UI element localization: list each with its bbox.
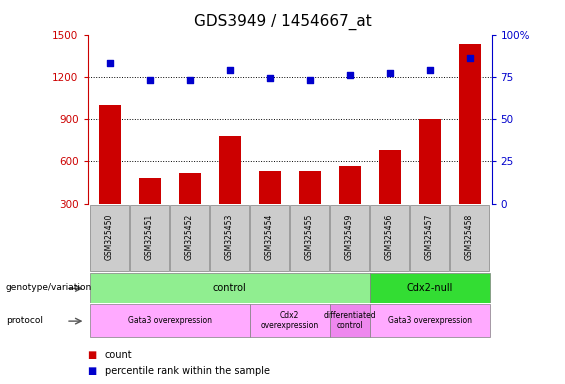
Text: ■: ■ xyxy=(88,350,97,360)
Text: GSM325452: GSM325452 xyxy=(185,214,194,260)
Bar xyxy=(90,273,370,303)
Point xyxy=(465,55,474,61)
Point xyxy=(225,67,234,73)
Text: GSM325459: GSM325459 xyxy=(345,214,354,260)
Point xyxy=(105,60,114,66)
Point xyxy=(345,72,354,78)
Bar xyxy=(98,105,120,246)
Text: GSM325451: GSM325451 xyxy=(145,214,154,260)
Point xyxy=(185,77,194,83)
Text: Gata3 overexpression: Gata3 overexpression xyxy=(128,316,211,325)
Text: percentile rank within the sample: percentile rank within the sample xyxy=(105,366,270,376)
Text: protocol: protocol xyxy=(6,316,42,325)
Bar xyxy=(329,304,370,337)
Bar xyxy=(370,273,489,303)
Bar xyxy=(90,304,250,337)
Bar xyxy=(171,205,209,271)
Text: Cdx2-null: Cdx2-null xyxy=(406,283,453,293)
Bar xyxy=(138,178,160,246)
Bar xyxy=(179,172,201,246)
Bar xyxy=(298,171,320,246)
Bar xyxy=(338,166,360,246)
Text: control: control xyxy=(212,283,246,293)
Text: GSM325454: GSM325454 xyxy=(265,214,274,260)
Point xyxy=(305,77,314,83)
Point xyxy=(265,75,274,81)
Bar xyxy=(90,205,129,271)
Bar xyxy=(331,205,369,271)
Bar xyxy=(379,150,401,246)
Bar xyxy=(290,205,329,271)
Text: GSM325453: GSM325453 xyxy=(225,214,234,260)
Bar xyxy=(419,119,441,246)
Text: ■: ■ xyxy=(88,366,97,376)
Text: GSM325450: GSM325450 xyxy=(105,214,114,260)
Text: GSM325455: GSM325455 xyxy=(305,214,314,260)
Text: genotype/variation: genotype/variation xyxy=(6,283,92,292)
Text: GSM325457: GSM325457 xyxy=(425,214,434,260)
Bar xyxy=(219,136,241,246)
Text: differentiated
control: differentiated control xyxy=(323,311,376,330)
Point xyxy=(425,67,434,73)
Point xyxy=(145,77,154,83)
Bar xyxy=(450,205,489,271)
Text: GSM325456: GSM325456 xyxy=(385,214,394,260)
Bar xyxy=(259,171,281,246)
Bar xyxy=(371,205,408,271)
Bar xyxy=(131,205,169,271)
Bar xyxy=(410,205,449,271)
Text: count: count xyxy=(105,350,132,360)
Bar xyxy=(370,304,489,337)
Text: Gata3 overexpression: Gata3 overexpression xyxy=(388,316,472,325)
Bar xyxy=(250,304,329,337)
Bar xyxy=(250,205,289,271)
Text: Cdx2
overexpression: Cdx2 overexpression xyxy=(260,311,319,330)
Point xyxy=(385,70,394,76)
Text: GSM325458: GSM325458 xyxy=(465,214,474,260)
Text: GDS3949 / 1454667_at: GDS3949 / 1454667_at xyxy=(194,13,371,30)
Bar xyxy=(459,45,481,246)
Bar xyxy=(210,205,249,271)
